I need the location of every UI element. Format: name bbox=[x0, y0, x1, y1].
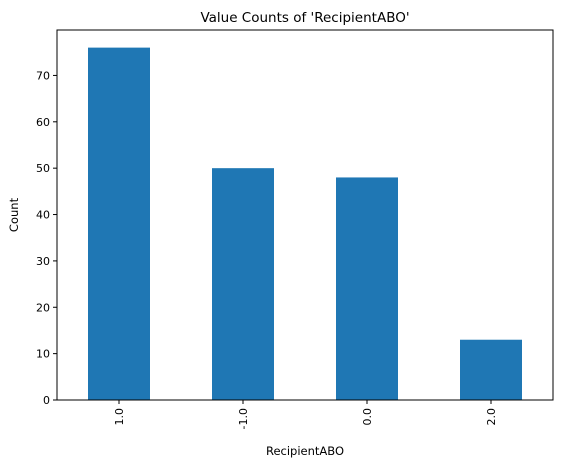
y-tick-label: 70 bbox=[36, 69, 50, 82]
x-axis-label: RecipientABO bbox=[266, 444, 344, 458]
x-tick-label: 0.0 bbox=[361, 408, 374, 426]
y-tick-label: 10 bbox=[36, 348, 50, 361]
y-tick-label: 50 bbox=[36, 162, 50, 175]
bar--1.0 bbox=[212, 168, 274, 400]
bars bbox=[88, 47, 522, 400]
x-tick-label: 2.0 bbox=[485, 408, 498, 426]
chart-title: Value Counts of 'RecipientABO' bbox=[200, 10, 409, 26]
y-tick-label: 60 bbox=[36, 116, 50, 129]
bar-2.0 bbox=[460, 339, 522, 400]
y-axis: 0 10 20 30 40 50 60 70 bbox=[36, 69, 57, 407]
x-axis: 1.0 -1.0 0.0 2.0 bbox=[113, 400, 498, 429]
bar-0.0 bbox=[336, 177, 398, 400]
bar-1.0 bbox=[88, 47, 150, 400]
y-tick-label: 0 bbox=[43, 394, 50, 407]
y-tick-label: 30 bbox=[36, 255, 50, 268]
y-axis-label: Count bbox=[7, 197, 21, 232]
x-tick-label: 1.0 bbox=[113, 408, 126, 426]
y-tick-label: 40 bbox=[36, 209, 50, 222]
y-tick-label: 20 bbox=[36, 301, 50, 314]
x-tick-label: -1.0 bbox=[237, 408, 250, 429]
